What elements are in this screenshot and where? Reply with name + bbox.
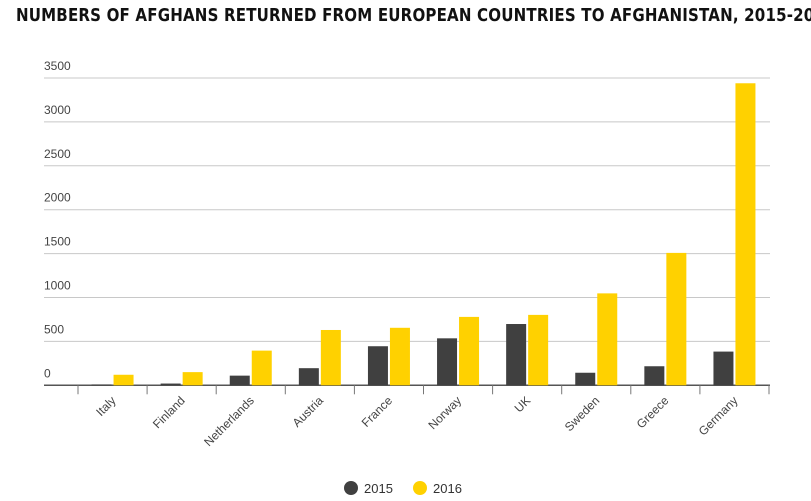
y-tick-label: 3500 [44,59,71,73]
bar-2016-germany [735,83,756,386]
legend-marker-2016 [413,481,427,495]
legend-label-2015: 2015 [364,481,393,496]
x-category-label: France [359,393,396,430]
bar-2016-greece [666,252,687,386]
bar-2015-finland [160,383,181,386]
x-category-label: Germany [696,394,741,439]
legend-label-2016: 2016 [433,481,462,496]
chart-title: NUMBERS OF AFGHANS RETURNED FROM EUROPEA… [16,6,811,26]
x-category-label: Austria [290,393,327,430]
x-category-label: Sweden [562,394,603,435]
x-category-label: Netherlands [201,394,257,450]
bar-2015-italy [91,384,112,386]
bar-2015-germany [713,351,734,386]
bar-2016-norway [459,316,480,386]
bar-2015-norway [437,338,458,386]
x-category-label: Greece [634,393,672,431]
bar-2016-sweden [597,293,618,386]
x-category-label: UK [512,394,534,416]
y-tick-label: 0 [44,366,51,380]
x-category-label: Italy [93,394,118,419]
legend-marker-2015 [344,481,358,495]
bar-2015-greece [644,366,665,386]
y-tick-label: 3000 [44,103,71,117]
bar-2016-netherlands [251,350,272,386]
bar-2016-austria [320,329,341,386]
bar-2016-uk [528,314,549,386]
x-category-label: Norway [426,394,465,433]
bar-2016-france [389,327,410,386]
bar-2016-italy [113,374,134,386]
y-tick-label: 1000 [44,279,71,293]
y-tick-label: 2000 [44,191,71,205]
bar-2015-uk [506,324,527,386]
bar-2015-netherlands [229,375,250,386]
y-tick-label: 1500 [44,235,71,249]
y-tick-label: 500 [44,322,64,336]
bar-2015-austria [298,368,319,386]
bar-2015-sweden [575,372,596,386]
bar-2016-finland [182,372,203,386]
bar-2015-france [367,346,388,386]
y-tick-label: 2500 [44,147,71,161]
x-category-label: Finland [150,394,188,432]
